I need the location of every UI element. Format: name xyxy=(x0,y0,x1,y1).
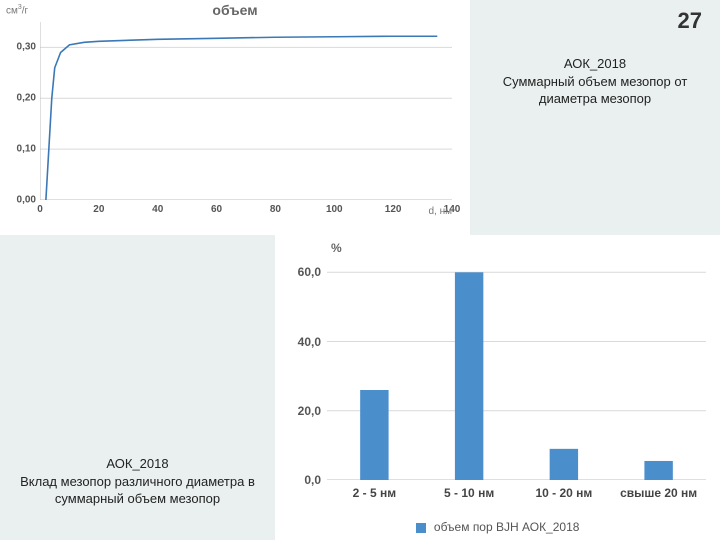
ytick-label: 0,20 xyxy=(17,93,36,104)
legend-swatch xyxy=(416,523,426,533)
ytick-label: 40,0 xyxy=(298,335,321,349)
ytick-label: 60,0 xyxy=(298,265,321,279)
line-chart-x-unit: d, нм xyxy=(428,206,452,217)
xtick-label: 20 xyxy=(93,204,104,215)
xtick-label: 80 xyxy=(270,204,281,215)
xtick-label: 10 - 20 нм xyxy=(535,486,592,500)
ytick-label: 20,0 xyxy=(298,404,321,418)
legend-label: объем пор BJH АОК_2018 xyxy=(434,520,580,534)
xtick-label: свыше 20 нм xyxy=(620,486,697,500)
ytick-label: 0,00 xyxy=(17,195,36,206)
line-chart-panel: объем см3/г 0,000,100,200,30020406080100… xyxy=(0,0,470,235)
bar-chart-legend: объем пор BJH АОК_2018 xyxy=(275,520,720,534)
bar-chart-plot: 0,020,040,060,02 - 5 нм5 - 10 нм10 - 20 … xyxy=(327,255,706,480)
bar-chart-y-unit: % xyxy=(331,241,342,255)
ytick-label: 0,30 xyxy=(17,42,36,53)
line-chart-plot: 0,000,100,200,30020406080100120140 xyxy=(40,22,452,200)
xtick-label: 100 xyxy=(326,204,343,215)
line-chart-y-unit: см3/г xyxy=(6,4,28,16)
xtick-label: 0 xyxy=(37,204,43,215)
xtick-label: 5 - 10 нм xyxy=(444,486,494,500)
xtick-label: 120 xyxy=(385,204,402,215)
caption-line: Вклад мезопор различного диаметра в сумм… xyxy=(10,473,265,508)
line-chart-title: объем xyxy=(0,2,470,18)
caption-top-right: АОК_2018 Суммарный объем мезопор от диам… xyxy=(485,55,705,108)
xtick-label: 60 xyxy=(211,204,222,215)
ytick-label: 0,10 xyxy=(17,144,36,155)
caption-bottom-left: АОК_2018 Вклад мезопор различного диамет… xyxy=(10,455,265,508)
xtick-label: 2 - 5 нм xyxy=(353,486,396,500)
ytick-label: 0,0 xyxy=(304,473,321,487)
caption-line: Суммарный объем мезопор от диаметра мезо… xyxy=(485,73,705,108)
caption-line: АОК_2018 xyxy=(485,55,705,73)
caption-line: АОК_2018 xyxy=(10,455,265,473)
slide-number: 27 xyxy=(678,8,702,34)
bar-chart-panel: % 0,020,040,060,02 - 5 нм5 - 10 нм10 - 2… xyxy=(275,235,720,540)
xtick-label: 40 xyxy=(152,204,163,215)
